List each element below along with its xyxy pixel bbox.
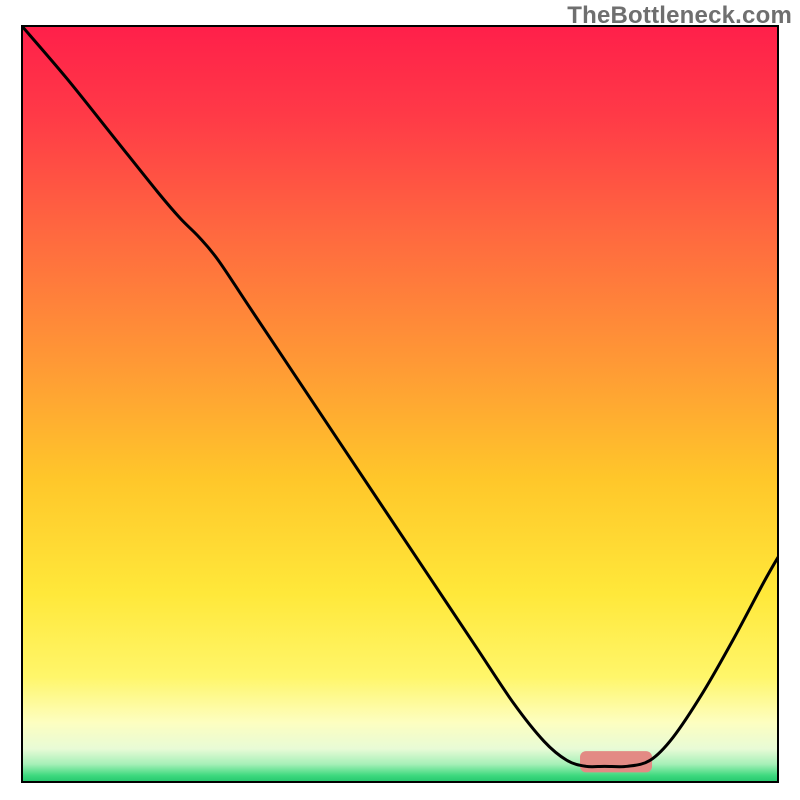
plot-background — [21, 25, 779, 783]
bottleneck-line-chart — [21, 25, 779, 783]
chart-canvas: TheBottleneck.com — [0, 0, 800, 800]
optimal-marker — [580, 751, 652, 772]
